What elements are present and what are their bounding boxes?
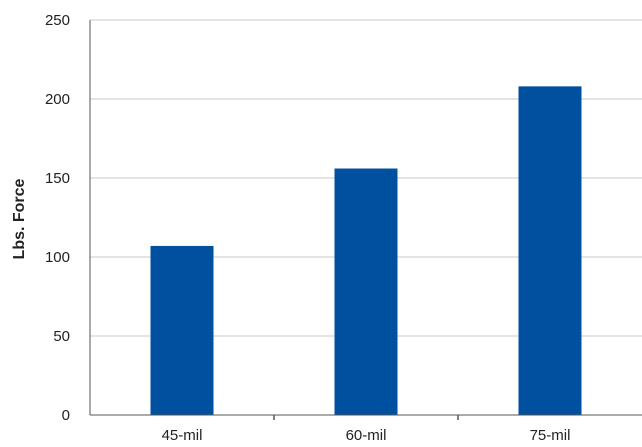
axes <box>89 20 642 420</box>
bars <box>150 86 582 416</box>
bar-75-mil <box>518 86 582 416</box>
y-tick-label: 0 <box>62 407 70 424</box>
x-tick-label: 75-mil <box>530 427 571 444</box>
y-tick-label: 250 <box>45 12 70 29</box>
y-tick-label: 100 <box>45 249 70 266</box>
x-tick-label: 60-mil <box>346 427 387 444</box>
y-tick-labels: 0 50 100 150 200 250 <box>45 12 70 424</box>
bar-45-mil <box>150 245 214 415</box>
x-tick-label: 45-mil <box>162 427 203 444</box>
y-tick-label: 150 <box>45 170 70 187</box>
y-tick-label: 200 <box>45 91 70 108</box>
bar-60-mil <box>334 168 398 415</box>
y-axis-title: Lbs. Force <box>11 178 28 259</box>
y-tick-label: 50 <box>53 328 70 345</box>
x-tick-labels: 45-mil 60-mil 75-mil <box>162 427 571 444</box>
